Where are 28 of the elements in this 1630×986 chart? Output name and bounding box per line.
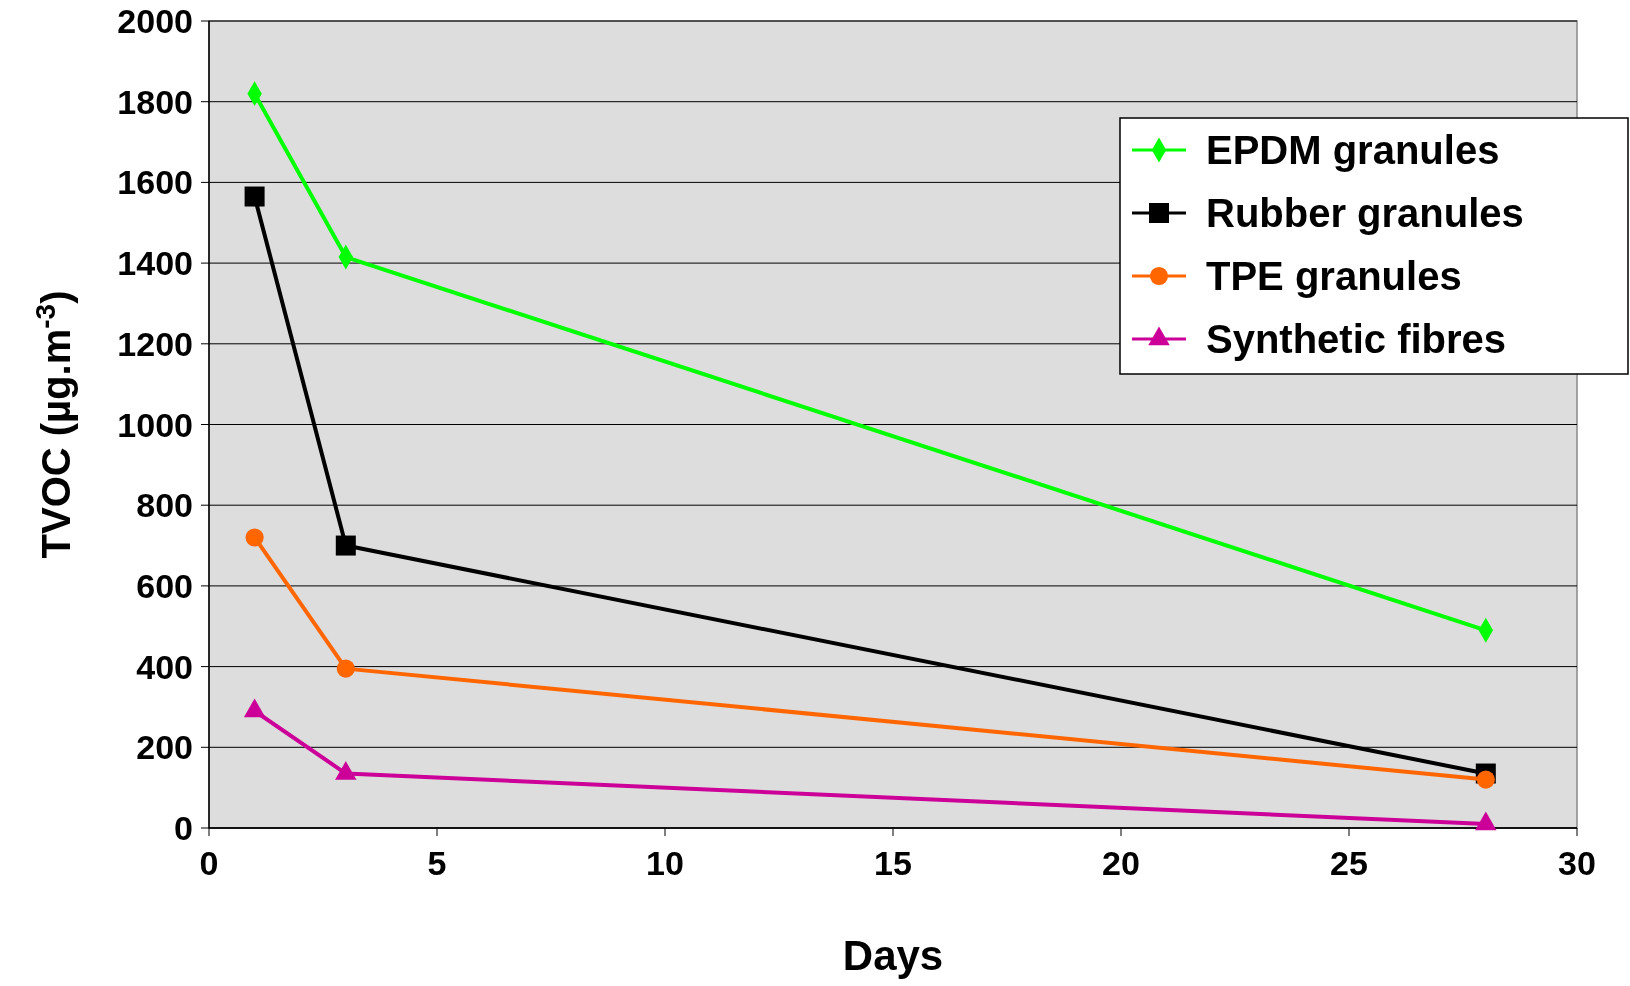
legend-label: Rubber granules — [1206, 191, 1524, 235]
legend-label: Synthetic fibres — [1206, 317, 1507, 361]
y-tick-label: 1600 — [117, 163, 193, 202]
point — [1476, 770, 1495, 789]
y-tick-label: 600 — [136, 566, 193, 605]
y-tick-label: 2000 — [117, 2, 193, 40]
point — [244, 186, 265, 207]
y-tick-label: 1000 — [117, 405, 193, 444]
x-axis-title: Days — [842, 932, 944, 979]
x-tick-label: 25 — [1330, 844, 1368, 882]
point — [245, 528, 264, 547]
x-tick-label: 20 — [1102, 844, 1140, 882]
y-tick-label: 200 — [136, 728, 193, 767]
y-tick-label: 0 — [174, 809, 193, 847]
x-tick-label: 0 — [199, 844, 219, 882]
x-tick-label: 5 — [427, 844, 447, 882]
x-tick-label: 15 — [874, 844, 912, 882]
y-tick-label: 400 — [136, 647, 193, 686]
x-tick-label: 10 — [646, 844, 684, 882]
y-tick-label: 1200 — [117, 324, 193, 363]
y-tick-label: 1800 — [117, 82, 193, 121]
x-tick-label: 30 — [1558, 844, 1596, 882]
legend-label: TPE granules — [1206, 254, 1462, 298]
legend-label: EPDM granules — [1206, 128, 1500, 172]
point — [335, 535, 356, 556]
point — [336, 659, 355, 678]
y-tick-label: 1400 — [117, 244, 193, 283]
y-tick-label: 800 — [136, 486, 193, 525]
